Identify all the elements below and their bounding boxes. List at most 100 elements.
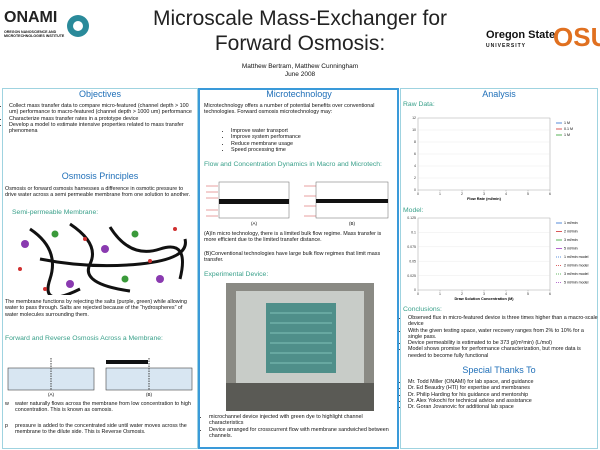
y-tick-label: 8 (414, 140, 416, 144)
legend-label: 3 ml/min model (564, 272, 589, 276)
x-tick-label: 4 (505, 292, 507, 296)
benefit: Reduce membrane usage (231, 141, 391, 147)
membrane-diagram (18, 222, 187, 295)
legend-label: 1 M (564, 121, 570, 125)
x-tick-label: 1 (439, 192, 441, 196)
section-title: Osmosis Principles (61, 171, 139, 181)
legend-label: 2 ml/min model (564, 264, 589, 268)
y-tick-label: 12 (412, 116, 416, 120)
thanks-item: Mr. Todd Miller (ONAMI) for lab space, a… (408, 379, 598, 385)
date: June 2008 (284, 70, 316, 78)
osu-logo: Oregon State UNIVERSITY (486, 30, 555, 52)
x-tick-label: 6 (549, 192, 551, 196)
subheading: Semi-permeable Membrane: (12, 209, 99, 216)
x-tick-label: 5 (527, 192, 529, 196)
benefit: Speed processing time (231, 147, 391, 153)
x-tick-label: 2 (461, 192, 463, 196)
key: w (5, 401, 9, 407)
osu-name: Oregon State (486, 29, 556, 41)
x-tick-label: 5 (527, 292, 529, 296)
subheading: Experimental Device: (204, 271, 269, 278)
intro: Microtechnology offers a number of poten… (204, 103, 375, 116)
x-axis-label: Flow Rate (ml/min) (467, 197, 501, 201)
left-column (2, 88, 198, 449)
x-tick-label: 6 (549, 292, 551, 296)
y-tick-label: 0.1 (411, 231, 416, 235)
conclusion: With the given testing space, water reco… (408, 328, 598, 341)
device-note: microchannel device injected with green … (209, 414, 397, 427)
thanks-item: Dr. Goran Jovanovic for additional lab s… (408, 404, 598, 410)
subheading: Flow and Concentration Dynamics in Macro… (204, 161, 382, 168)
x-tick-label: 3 (483, 292, 485, 296)
x-tick-label: 1 (439, 292, 441, 296)
thanks-item: Dr. Philip Harding for his guidance and … (408, 392, 598, 398)
objective: Characterize mass transfer rates in a pr… (9, 116, 197, 122)
flow-text: (B)Conventional technologies have large … (204, 251, 381, 264)
subheading: Conclusions: (403, 306, 442, 313)
device-note: Device arranged for crosscurrent flow wi… (209, 427, 397, 440)
diagram-label: (A) (48, 392, 55, 397)
osu-sub: UNIVERSITY (486, 43, 527, 49)
osmosis-text: Osmosis or forward osmosis harnesses a d… (5, 186, 191, 199)
y-tick-label: 0.125 (407, 216, 416, 220)
thanks-item: Dr. Ed Beaudry (HTI) for expertise and m… (408, 385, 598, 391)
subheading: Model: (403, 207, 424, 214)
flow-diagram: (A) (B) (206, 181, 389, 226)
y-tick-label: 6 (414, 152, 416, 156)
legend-label: 1 ml/min (564, 221, 578, 225)
legend-label: 5 ml/min model (564, 281, 589, 285)
section-title: Special Thanks To (462, 365, 536, 375)
device-notes: microchannel device injected with green … (204, 414, 397, 439)
objective: Develop a model to estimate intensive pr… (9, 122, 197, 135)
x-tick-label: 0 (417, 292, 419, 296)
thanks-item: Dr. Alex Yokochi for technical advice an… (408, 398, 598, 404)
benefits: Improve water transport Improve system p… (226, 128, 391, 153)
flow-text: (A)In micro technology, there is a limit… (204, 231, 382, 244)
byline: Matthew Bertram, Matthew Cunningham June… (200, 63, 400, 78)
section-title: Microtechnology (266, 89, 332, 99)
legend-label: 0.1 M (564, 127, 573, 131)
y-tick-label: 0.05 (409, 259, 416, 263)
legend-label: 1 M (564, 133, 570, 137)
x-tick-label: 4 (505, 192, 507, 196)
osu-mark: OSU (553, 22, 600, 52)
conclusions: Observed flux in micro-featured device i… (403, 315, 598, 359)
benefit: Improve system performance (231, 134, 391, 140)
plot-area (417, 217, 551, 291)
legend-label: 2 ml/min (564, 230, 578, 234)
x-axis-label: Draw Solution Concentration (M) (454, 297, 514, 301)
conclusion: Model shows promise for performance char… (408, 346, 598, 359)
y-tick-label: 0.075 (407, 245, 416, 249)
benefit: Improve water transport (231, 128, 391, 134)
objectives: Collect mass transfer data to compare mi… (4, 103, 197, 134)
x-tick-label: 3 (483, 192, 485, 196)
y-tick-label: 4 (414, 164, 416, 168)
x-tick-label: 0 (417, 192, 419, 196)
subheading: Raw Data: (403, 101, 435, 108)
section-title: Analysis (482, 89, 516, 99)
y-tick-label: 0 (414, 288, 416, 292)
conclusion: Device permeability is estimated to be 3… (408, 340, 598, 346)
y-tick-label: 0 (414, 188, 416, 192)
diagram-label: (A) (251, 221, 258, 226)
logo-sub: OREGON NANOSCIENCE AND MICROTECHNOLOGIES… (4, 30, 65, 39)
title-line: Forward Osmosis: (214, 32, 386, 55)
conclusion: Observed flux in micro-featured device i… (408, 315, 598, 328)
y-tick-label: 0.025 (407, 274, 416, 278)
logo-text: ONAMI (4, 9, 57, 26)
diagram-label: (B) (349, 221, 356, 226)
right-column (400, 88, 598, 449)
device-photo (226, 283, 374, 411)
key: p (5, 423, 8, 429)
title: Microscale Mass-Exchanger for Forward Os… (110, 6, 490, 56)
onami-logo: ONAMI OREGON NANOSCIENCE AND MICROTECHNO… (4, 9, 89, 39)
legend-label: 3 ml/min (564, 238, 578, 242)
logo-mark (73, 21, 83, 31)
key-text: pressure is added to the concentrated si… (15, 423, 187, 436)
membrane-text: The membrane functions by rejecting the … (5, 299, 187, 318)
y-tick-label: 10 (412, 128, 416, 132)
subheading: Forward and Reverse Osmosis Across a Mem… (5, 335, 163, 342)
legend-label: 5 ml/min (564, 247, 578, 251)
